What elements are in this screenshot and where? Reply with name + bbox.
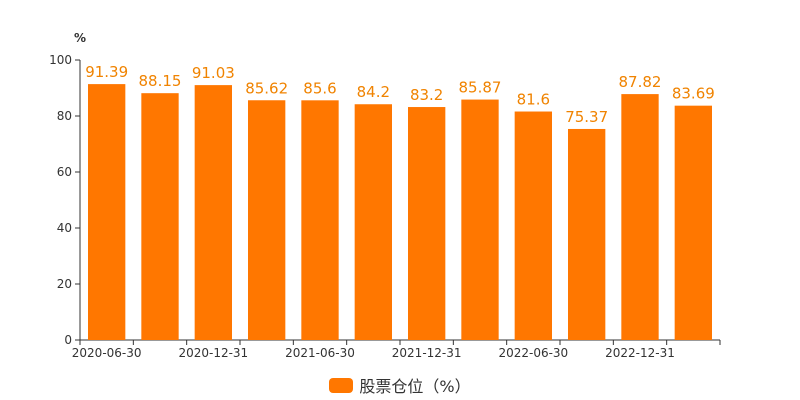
bar[interactable] bbox=[354, 104, 392, 341]
x-tick-label: 2022-12-31 bbox=[605, 346, 675, 360]
bar-value-label: 75.37 bbox=[565, 108, 608, 126]
y-axis-unit: % bbox=[74, 31, 86, 45]
y-tick-label: 40 bbox=[57, 221, 72, 235]
data-labels: 91.39 88.15 91.03 85.62 85.6 84.2 83.2 85.87 81.… bbox=[85, 63, 715, 126]
bar[interactable] bbox=[141, 93, 179, 341]
bar-value-label: 91.03 bbox=[192, 64, 235, 82]
x-tick-label: 2020-12-31 bbox=[178, 346, 248, 360]
bar[interactable] bbox=[674, 105, 712, 340]
bar-value-label: 85.6 bbox=[303, 79, 336, 97]
bar[interactable] bbox=[568, 128, 606, 340]
bar-value-label: 91.39 bbox=[85, 63, 128, 81]
legend-swatch-icon bbox=[329, 377, 354, 393]
x-tick-label: 2020-06-30 bbox=[72, 346, 142, 360]
bar-value-label: 87.82 bbox=[619, 73, 662, 91]
legend: 股票仓位（%） bbox=[0, 372, 800, 398]
bar[interactable] bbox=[301, 100, 339, 340]
bar[interactable] bbox=[514, 111, 552, 341]
x-tick-label: 2021-06-30 bbox=[285, 346, 355, 360]
bar[interactable] bbox=[88, 84, 126, 340]
bar-value-label: 83.69 bbox=[672, 85, 715, 103]
bar-value-label: 88.15 bbox=[139, 72, 182, 90]
bar[interactable] bbox=[461, 99, 499, 341]
x-axis-ticks: 2020-06-30 2020-12-31 2021-06-30 2021-12-31… bbox=[72, 340, 721, 360]
y-tick-label: 100 bbox=[49, 53, 72, 67]
bar-series bbox=[88, 84, 712, 341]
bar[interactable] bbox=[408, 107, 446, 340]
bar[interactable] bbox=[248, 100, 286, 340]
legend-label: 股票仓位（%） bbox=[359, 377, 471, 396]
bar-value-label: 83.2 bbox=[410, 86, 443, 104]
x-tick-label: 2022-06-30 bbox=[498, 346, 568, 360]
legend-item-stock-position[interactable]: 股票仓位（%） bbox=[329, 373, 471, 397]
bar[interactable] bbox=[194, 85, 232, 340]
y-axis-ticks: 0 20 40 60 80 100 bbox=[49, 53, 80, 347]
bar[interactable] bbox=[621, 94, 659, 340]
x-tick-label: 2021-12-31 bbox=[392, 346, 462, 360]
bar-value-label: 85.87 bbox=[459, 79, 502, 97]
bar-value-label: 85.62 bbox=[245, 79, 288, 97]
y-tick-label: 20 bbox=[57, 277, 72, 291]
bar-value-label: 81.6 bbox=[517, 91, 550, 109]
y-tick-label: 80 bbox=[57, 109, 72, 123]
bar-value-label: 84.2 bbox=[357, 83, 390, 101]
y-tick-label: 0 bbox=[64, 333, 72, 347]
y-tick-label: 60 bbox=[57, 165, 72, 179]
